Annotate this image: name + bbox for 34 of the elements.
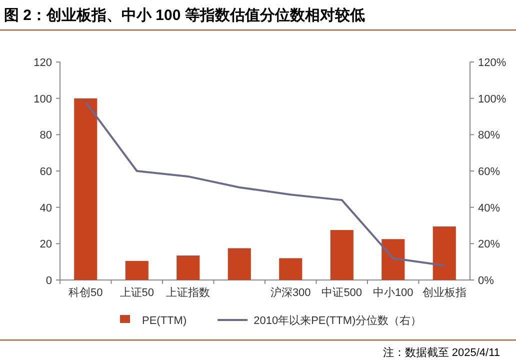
bar: [279, 258, 302, 280]
bar: [125, 260, 148, 280]
y2-tick-label: 60%: [478, 166, 500, 178]
y2-tick-label: 40%: [478, 202, 500, 214]
y2-tick-label: 100%: [478, 93, 506, 106]
x-tick-label: 沪深300: [270, 286, 311, 299]
bar: [74, 98, 98, 280]
x-tick-label: 上证指数: [166, 286, 210, 299]
y2-tick-label: 120%: [478, 57, 506, 69]
x-tick-label: 中小100: [372, 286, 414, 299]
bar: [176, 255, 200, 280]
x-tick-label: 科创50: [68, 287, 103, 299]
y2-tick-label: 0%: [478, 275, 494, 287]
y-tick-label: 80: [40, 130, 52, 142]
chart-title: 图 2：创业板指、中小 100 等指数估值分位数相对较低: [4, 7, 365, 24]
bar: [382, 239, 405, 280]
y-tick-label: 120: [34, 57, 52, 69]
y-tick-label: 60: [40, 166, 52, 178]
y-tick-label: 20: [40, 238, 52, 251]
y-tick-label: 40: [40, 202, 52, 214]
bar: [432, 226, 456, 280]
y-tick-label: 100: [34, 93, 52, 106]
legend-label: PE(TTM): [142, 315, 187, 327]
line-series: [84, 100, 446, 266]
x-tick-label: 创业板指: [422, 286, 466, 299]
bar: [228, 248, 251, 280]
bar: [330, 230, 354, 280]
legend-label: 2010年以来PE(TTM)分位数（右）: [254, 314, 422, 327]
y2-tick-label: 80%: [478, 130, 500, 142]
x-tick-label: 上证50: [120, 286, 154, 299]
y-tick-label: 0: [46, 275, 52, 287]
x-tick-label: 中证500: [322, 286, 362, 299]
y2-tick-label: 20%: [478, 238, 500, 251]
text: 注：数据截至 2025/4/11: [382, 346, 500, 359]
